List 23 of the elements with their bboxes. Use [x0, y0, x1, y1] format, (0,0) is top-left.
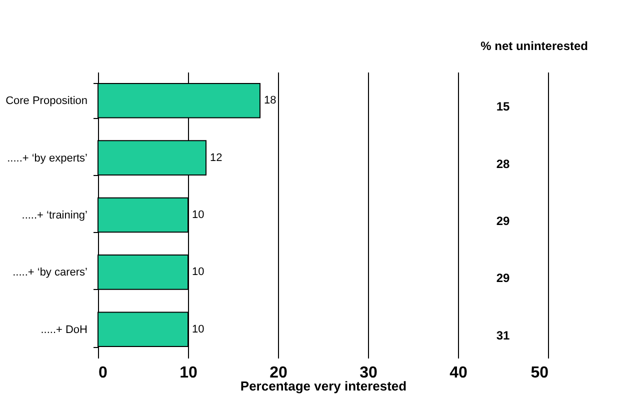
data-label: 10 [192, 266, 204, 278]
annotation: 15 [496, 100, 510, 114]
y-tick-label: .....+ ‘by experts’ [7, 152, 88, 164]
data-label: 10 [192, 209, 204, 221]
annotation: 28 [496, 156, 510, 171]
x-tick-label: 40 [450, 364, 468, 382]
x-tick-label: 50 [530, 364, 549, 382]
x-tick-label: 10 [180, 364, 198, 382]
y-tick-label: .....+ ‘training’ [22, 210, 88, 222]
x-tick-label: 30 [360, 364, 378, 382]
annotation: 29 [496, 271, 510, 286]
data-label: 12 [210, 152, 222, 164]
x-axis-title: Percentage very interested [240, 378, 407, 394]
x-tick-label: 20 [270, 364, 288, 382]
x-tick-label: 0 [98, 364, 108, 382]
y-tick-label: Core Proposition [6, 95, 88, 108]
annotation: 31 [496, 328, 510, 342]
y-tick-label: .....+ DoH [40, 324, 88, 336]
data-label: 18 [264, 94, 276, 107]
text: % net uninterested [480, 39, 588, 53]
y-tick-label: .....+ ‘by carers’ [12, 266, 88, 279]
annotation: 29 [496, 214, 510, 228]
data-label: 10 [192, 323, 204, 336]
